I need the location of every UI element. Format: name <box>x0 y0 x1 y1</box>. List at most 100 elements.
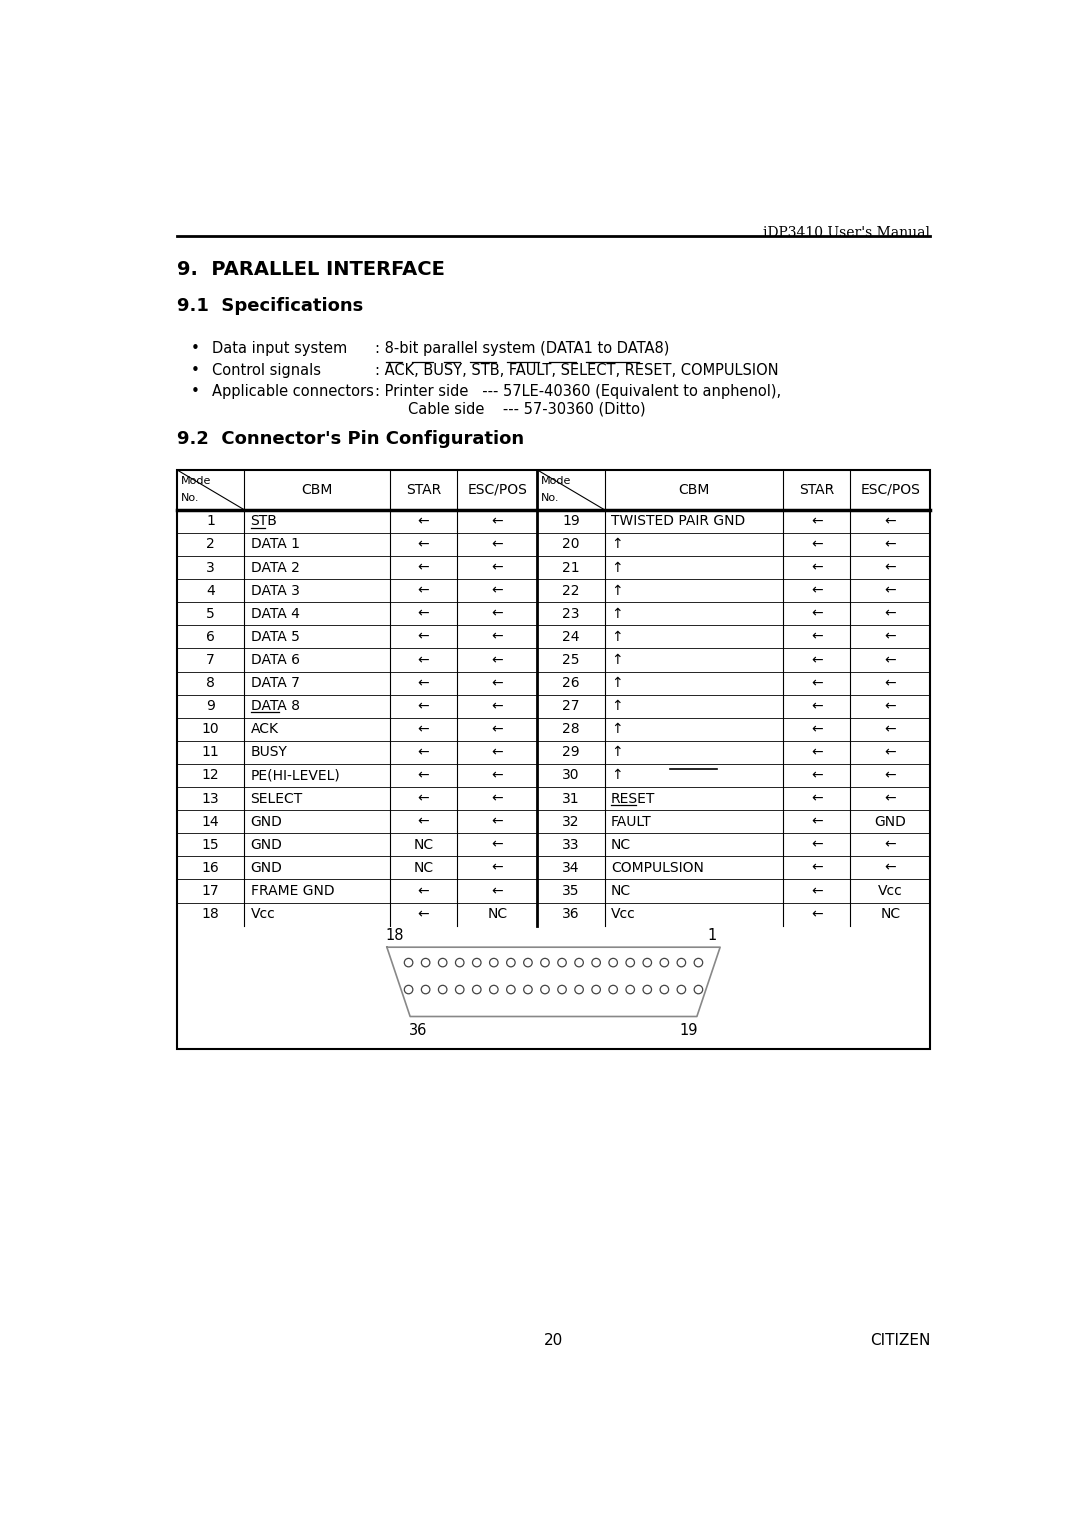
Text: ←: ← <box>885 700 896 714</box>
Text: No.: No. <box>180 494 199 503</box>
Text: ←: ← <box>418 746 430 759</box>
Text: ←: ← <box>811 814 823 828</box>
Text: 30: 30 <box>562 769 580 782</box>
Text: : 8-bit parallel system (DATA1 to DATA8): : 8-bit parallel system (DATA1 to DATA8) <box>375 341 670 356</box>
Text: ↑: ↑ <box>611 607 622 620</box>
Text: ←: ← <box>811 792 823 805</box>
Text: 9.1  Specifications: 9.1 Specifications <box>177 298 363 315</box>
Text: ←: ← <box>491 652 503 668</box>
Text: 3: 3 <box>206 561 215 575</box>
Text: ←: ← <box>811 607 823 620</box>
Text: 18: 18 <box>202 908 219 921</box>
Text: ←: ← <box>491 792 503 805</box>
Text: ←: ← <box>491 584 503 597</box>
Text: ←: ← <box>491 515 503 529</box>
Text: STB: STB <box>251 515 278 529</box>
Text: ←: ← <box>418 908 430 921</box>
Text: STAR: STAR <box>799 483 834 497</box>
Text: ←: ← <box>418 723 430 736</box>
Text: 19: 19 <box>562 515 580 529</box>
Text: NC: NC <box>880 908 901 921</box>
Text: ←: ← <box>491 723 503 736</box>
Text: ←: ← <box>491 630 503 643</box>
Text: ←: ← <box>418 769 430 782</box>
Text: ←: ← <box>491 814 503 828</box>
Text: ←: ← <box>491 860 503 876</box>
Text: ←: ← <box>885 769 896 782</box>
Text: 35: 35 <box>562 885 580 898</box>
Text: 13: 13 <box>202 792 219 805</box>
Text: Mode: Mode <box>541 475 571 486</box>
Text: ESC/POS: ESC/POS <box>861 483 920 497</box>
Text: 8: 8 <box>206 675 215 691</box>
Text: NC: NC <box>414 860 434 876</box>
Text: ↑: ↑ <box>611 652 622 668</box>
Text: 18: 18 <box>386 929 404 943</box>
Text: ←: ← <box>885 607 896 620</box>
Text: ↑: ↑ <box>611 723 622 736</box>
Text: ←: ← <box>418 700 430 714</box>
Text: ↑: ↑ <box>611 538 622 552</box>
Text: : ACK, BUSY, STB, FAULT, SELECT, RESET, COMPULSION: : ACK, BUSY, STB, FAULT, SELECT, RESET, … <box>375 362 779 377</box>
Text: ←: ← <box>885 652 896 668</box>
Text: ←: ← <box>885 675 896 691</box>
Text: Vcc: Vcc <box>251 908 275 921</box>
Text: 29: 29 <box>562 746 580 759</box>
Text: ESC/POS: ESC/POS <box>468 483 527 497</box>
Bar <box>177 469 930 1048</box>
Text: ↑: ↑ <box>611 675 622 691</box>
Text: ←: ← <box>418 561 430 575</box>
Text: ↑: ↑ <box>611 700 622 714</box>
Text: 31: 31 <box>562 792 580 805</box>
Text: 12: 12 <box>202 769 219 782</box>
Text: 21: 21 <box>562 561 580 575</box>
Text: TWISTED PAIR GND: TWISTED PAIR GND <box>611 515 745 529</box>
Text: ←: ← <box>885 723 896 736</box>
Text: 22: 22 <box>562 584 580 597</box>
Text: ←: ← <box>811 652 823 668</box>
Text: ←: ← <box>418 792 430 805</box>
Text: ←: ← <box>811 630 823 643</box>
Text: NC: NC <box>414 837 434 851</box>
Text: NC: NC <box>487 908 508 921</box>
Text: •: • <box>191 385 200 399</box>
Text: GND: GND <box>251 860 283 876</box>
Text: BUSY: BUSY <box>251 746 287 759</box>
Text: 25: 25 <box>562 652 580 668</box>
Text: 1: 1 <box>707 929 717 943</box>
Text: ←: ← <box>811 746 823 759</box>
Text: ←: ← <box>885 746 896 759</box>
Text: ←: ← <box>811 515 823 529</box>
Text: 1: 1 <box>206 515 215 529</box>
Text: 6: 6 <box>206 630 215 643</box>
Text: 36: 36 <box>408 1022 427 1038</box>
Text: 2: 2 <box>206 538 215 552</box>
Text: ←: ← <box>811 675 823 691</box>
Text: ←: ← <box>418 584 430 597</box>
Text: ←: ← <box>811 769 823 782</box>
Text: DATA 7: DATA 7 <box>251 675 299 691</box>
Text: ←: ← <box>418 630 430 643</box>
Text: ←: ← <box>811 538 823 552</box>
Text: ←: ← <box>811 561 823 575</box>
Text: ←: ← <box>491 837 503 851</box>
Text: ←: ← <box>418 607 430 620</box>
Text: GND: GND <box>251 814 283 828</box>
Text: DATA 8: DATA 8 <box>251 700 299 714</box>
Text: Cable side    --- 57-30360 (Ditto): Cable side --- 57-30360 (Ditto) <box>408 402 646 416</box>
Text: ←: ← <box>885 538 896 552</box>
Text: ←: ← <box>418 515 430 529</box>
Text: Data input system: Data input system <box>213 341 348 356</box>
Text: 7: 7 <box>206 652 215 668</box>
Text: Applicable connectors: Applicable connectors <box>213 385 375 399</box>
Text: ←: ← <box>885 860 896 876</box>
Text: 19: 19 <box>680 1022 699 1038</box>
Text: 32: 32 <box>562 814 580 828</box>
Text: ↑: ↑ <box>611 561 622 575</box>
Text: ←: ← <box>811 723 823 736</box>
Text: ↑: ↑ <box>611 746 622 759</box>
Text: ←: ← <box>885 630 896 643</box>
Text: ←: ← <box>491 561 503 575</box>
Text: COMPULSION: COMPULSION <box>611 860 704 876</box>
Text: 10: 10 <box>202 723 219 736</box>
